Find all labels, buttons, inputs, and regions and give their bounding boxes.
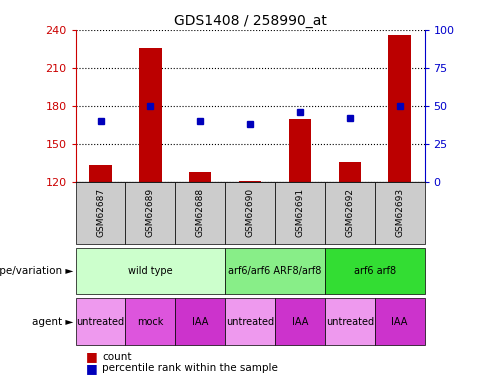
Text: GSM62689: GSM62689 xyxy=(146,188,155,237)
Text: ■: ■ xyxy=(85,351,97,363)
Text: IAA: IAA xyxy=(292,316,308,327)
Text: arf6/arf6 ARF8/arf8: arf6/arf6 ARF8/arf8 xyxy=(228,266,322,276)
Text: GSM62688: GSM62688 xyxy=(196,188,205,237)
Text: count: count xyxy=(102,352,132,362)
Text: GSM62693: GSM62693 xyxy=(395,188,404,237)
Bar xyxy=(239,181,261,182)
Title: GDS1408 / 258990_at: GDS1408 / 258990_at xyxy=(174,13,326,28)
Bar xyxy=(388,35,411,182)
Bar xyxy=(289,118,311,182)
Text: untreated: untreated xyxy=(77,316,124,327)
Text: GSM62692: GSM62692 xyxy=(346,188,354,237)
Text: mock: mock xyxy=(137,316,163,327)
Text: IAA: IAA xyxy=(391,316,408,327)
Bar xyxy=(189,172,211,182)
Text: GSM62687: GSM62687 xyxy=(96,188,105,237)
Text: ■: ■ xyxy=(85,362,97,375)
Text: agent ►: agent ► xyxy=(32,316,73,327)
Text: untreated: untreated xyxy=(226,316,274,327)
Text: GSM62690: GSM62690 xyxy=(245,188,255,237)
Bar xyxy=(89,165,112,182)
Text: arf6 arf8: arf6 arf8 xyxy=(354,266,396,276)
Bar xyxy=(339,162,361,182)
Bar xyxy=(139,48,162,182)
Text: IAA: IAA xyxy=(192,316,208,327)
Text: genotype/variation ►: genotype/variation ► xyxy=(0,266,73,276)
Text: GSM62691: GSM62691 xyxy=(295,188,305,237)
Text: percentile rank within the sample: percentile rank within the sample xyxy=(102,363,278,373)
Text: untreated: untreated xyxy=(325,316,374,327)
Text: wild type: wild type xyxy=(128,266,173,276)
